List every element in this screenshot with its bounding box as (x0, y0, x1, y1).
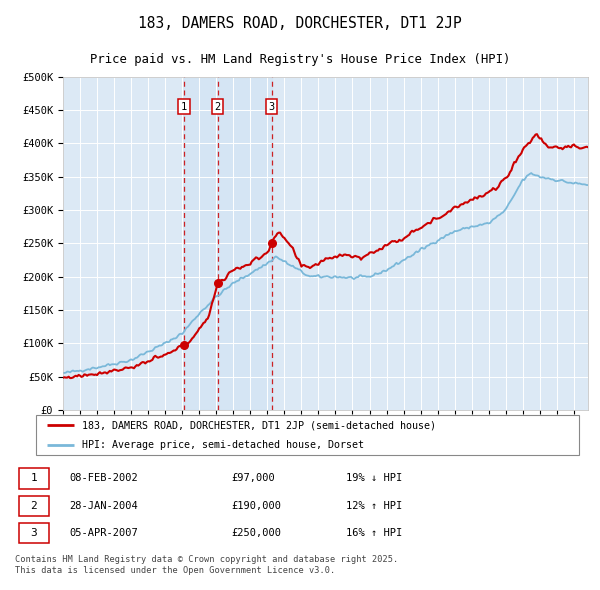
Text: 3: 3 (268, 101, 275, 112)
Text: 3: 3 (31, 529, 37, 538)
Text: £97,000: £97,000 (231, 474, 275, 483)
Bar (184, 77, 272, 410)
Text: 2: 2 (214, 101, 221, 112)
Text: 1: 1 (31, 474, 37, 483)
Text: 183, DAMERS ROAD, DORCHESTER, DT1 2JP: 183, DAMERS ROAD, DORCHESTER, DT1 2JP (138, 17, 462, 31)
Text: Price paid vs. HM Land Registry's House Price Index (HPI): Price paid vs. HM Land Registry's House … (90, 53, 510, 66)
FancyBboxPatch shape (36, 415, 579, 455)
Text: 12% ↑ HPI: 12% ↑ HPI (346, 501, 403, 511)
Text: £250,000: £250,000 (231, 529, 281, 538)
Text: 1: 1 (181, 101, 187, 112)
Text: 19% ↓ HPI: 19% ↓ HPI (346, 474, 403, 483)
Text: 2: 2 (31, 501, 37, 511)
FancyBboxPatch shape (19, 523, 49, 543)
Text: HPI: Average price, semi-detached house, Dorset: HPI: Average price, semi-detached house,… (82, 440, 364, 450)
Text: £190,000: £190,000 (231, 501, 281, 511)
Text: 16% ↑ HPI: 16% ↑ HPI (346, 529, 403, 538)
FancyBboxPatch shape (19, 496, 49, 516)
Text: 05-APR-2007: 05-APR-2007 (70, 529, 139, 538)
FancyBboxPatch shape (19, 468, 49, 489)
Text: 28-JAN-2004: 28-JAN-2004 (70, 501, 139, 511)
Text: Contains HM Land Registry data © Crown copyright and database right 2025.
This d: Contains HM Land Registry data © Crown c… (15, 555, 398, 575)
Text: 183, DAMERS ROAD, DORCHESTER, DT1 2JP (semi-detached house): 183, DAMERS ROAD, DORCHESTER, DT1 2JP (s… (82, 421, 436, 430)
Text: 08-FEB-2002: 08-FEB-2002 (70, 474, 139, 483)
